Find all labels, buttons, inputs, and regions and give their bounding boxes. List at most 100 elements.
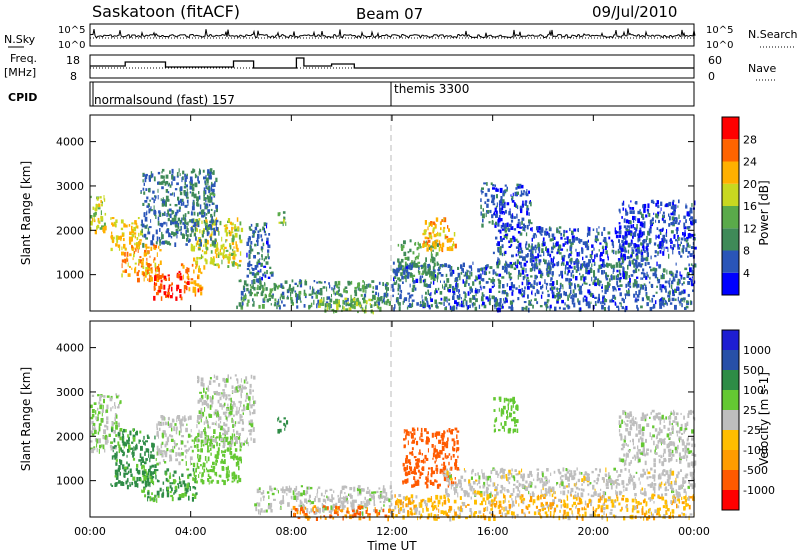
heatmap-cell: [319, 510, 321, 514]
heatmap-cell: [651, 297, 654, 303]
heatmap-cell: [194, 173, 197, 179]
heatmap-cell: [594, 303, 597, 306]
heatmap-cell: [504, 266, 508, 271]
heatmap-cell: [144, 471, 147, 474]
heatmap-cell: [480, 287, 482, 291]
heatmap-cell: [409, 283, 411, 288]
heatmap-cell: [228, 232, 230, 235]
heatmap-cell: [586, 262, 590, 267]
heatmap-cell: [573, 265, 576, 270]
heatmap-cell: [254, 503, 258, 507]
heatmap-cell: [597, 296, 600, 302]
heatmap-cell: [111, 222, 114, 226]
heatmap-cell: [210, 465, 213, 468]
heatmap-cell: [658, 265, 661, 269]
heatmap-cell: [599, 257, 602, 262]
heatmap-cell: [124, 251, 126, 257]
heatmap-cell: [218, 383, 221, 387]
heatmap-cell: [161, 273, 164, 278]
heatmap-cell: [470, 288, 473, 293]
heatmap-cell: [556, 288, 559, 291]
heatmap-cell: [496, 194, 498, 199]
heatmap-cell: [558, 274, 560, 277]
heatmap-cell: [205, 259, 208, 265]
heatmap-cell: [549, 283, 553, 286]
heatmap-cell: [282, 211, 286, 214]
heatmap-cell: [162, 434, 164, 439]
heatmap-cell: [345, 301, 347, 305]
heatmap-cell: [350, 281, 352, 285]
heatmap-cell: [419, 275, 422, 280]
heatmap-cell: [234, 474, 238, 480]
heatmap-cell: [529, 252, 533, 257]
heatmap-cell: [643, 239, 646, 244]
heatmap-cell: [640, 257, 643, 262]
heatmap-cell: [406, 306, 409, 310]
heatmap-cell: [276, 304, 278, 310]
heatmap-cell: [368, 513, 371, 516]
heatmap-cell: [205, 391, 207, 395]
heatmap-cell: [180, 428, 182, 433]
heatmap-cell: [228, 414, 230, 418]
heatmap-cell: [195, 477, 197, 481]
heatmap-cell: [210, 213, 213, 218]
heatmap-cell: [127, 434, 129, 438]
heatmap-cell: [179, 424, 182, 429]
heatmap-cell: [164, 443, 167, 448]
heatmap-cell: [158, 236, 161, 240]
heatmap-cell: [462, 279, 464, 284]
heatmap-cell: [464, 293, 467, 299]
heatmap-cell: [131, 441, 134, 444]
heatmap-cell: [408, 297, 410, 303]
heatmap-cell: [279, 212, 281, 216]
heatmap-cell: [526, 286, 530, 290]
heatmap-cell: [412, 251, 415, 255]
heatmap-cell: [510, 226, 514, 230]
heatmap-cell: [441, 264, 445, 267]
heatmap-cell: [469, 270, 471, 275]
heatmap-cell: [436, 302, 438, 308]
heatmap-cell: [415, 255, 419, 259]
heatmap-cell: [442, 229, 445, 233]
heatmap-cell: [285, 221, 287, 226]
heatmap-cell: [650, 221, 653, 226]
heatmap-cell: [239, 404, 242, 408]
heatmap-cell: [120, 460, 123, 465]
heatmap-cell: [198, 211, 202, 215]
heatmap-cell: [213, 170, 215, 175]
heatmap-cell: [375, 285, 378, 290]
heatmap-cell: [688, 263, 690, 267]
heatmap-cell: [692, 289, 694, 292]
heatmap-cell: [506, 270, 508, 275]
power-ylabel: Slant Range [km]: [19, 161, 33, 265]
heatmap-cell: [668, 283, 671, 288]
heatmap-cell: [147, 448, 149, 452]
heatmap-cell: [121, 233, 124, 237]
heatmap-cell: [661, 244, 664, 248]
heatmap-cell: [204, 433, 207, 437]
heatmap-cell: [222, 404, 225, 408]
heatmap-cell: [204, 394, 206, 398]
heatmap-cell: [193, 221, 197, 227]
heatmap-cell: [211, 186, 213, 192]
heatmap-cell: [363, 296, 366, 301]
heatmap-cell: [672, 199, 675, 203]
heatmap-cell: [210, 480, 213, 484]
heatmap-cell: [93, 429, 97, 435]
heatmap-cell: [105, 409, 107, 414]
heatmap-cell: [136, 470, 139, 474]
heatmap-cell: [607, 263, 611, 267]
heatmap-cell: [498, 290, 501, 293]
heatmap-cell: [171, 482, 174, 485]
heatmap-cell: [588, 259, 592, 264]
heatmap-cell: [671, 288, 673, 293]
heatmap-cell: [500, 202, 503, 206]
heatmap-cell: [678, 199, 680, 204]
heatmap-cell: [196, 283, 200, 287]
heatmap-cell: [434, 460, 436, 464]
heatmap-cell: [354, 292, 358, 297]
heatmap-cell: [161, 441, 164, 445]
heatmap-cell: [291, 302, 294, 306]
heatmap-cell: [567, 237, 569, 242]
heatmap-cell: [219, 432, 221, 436]
